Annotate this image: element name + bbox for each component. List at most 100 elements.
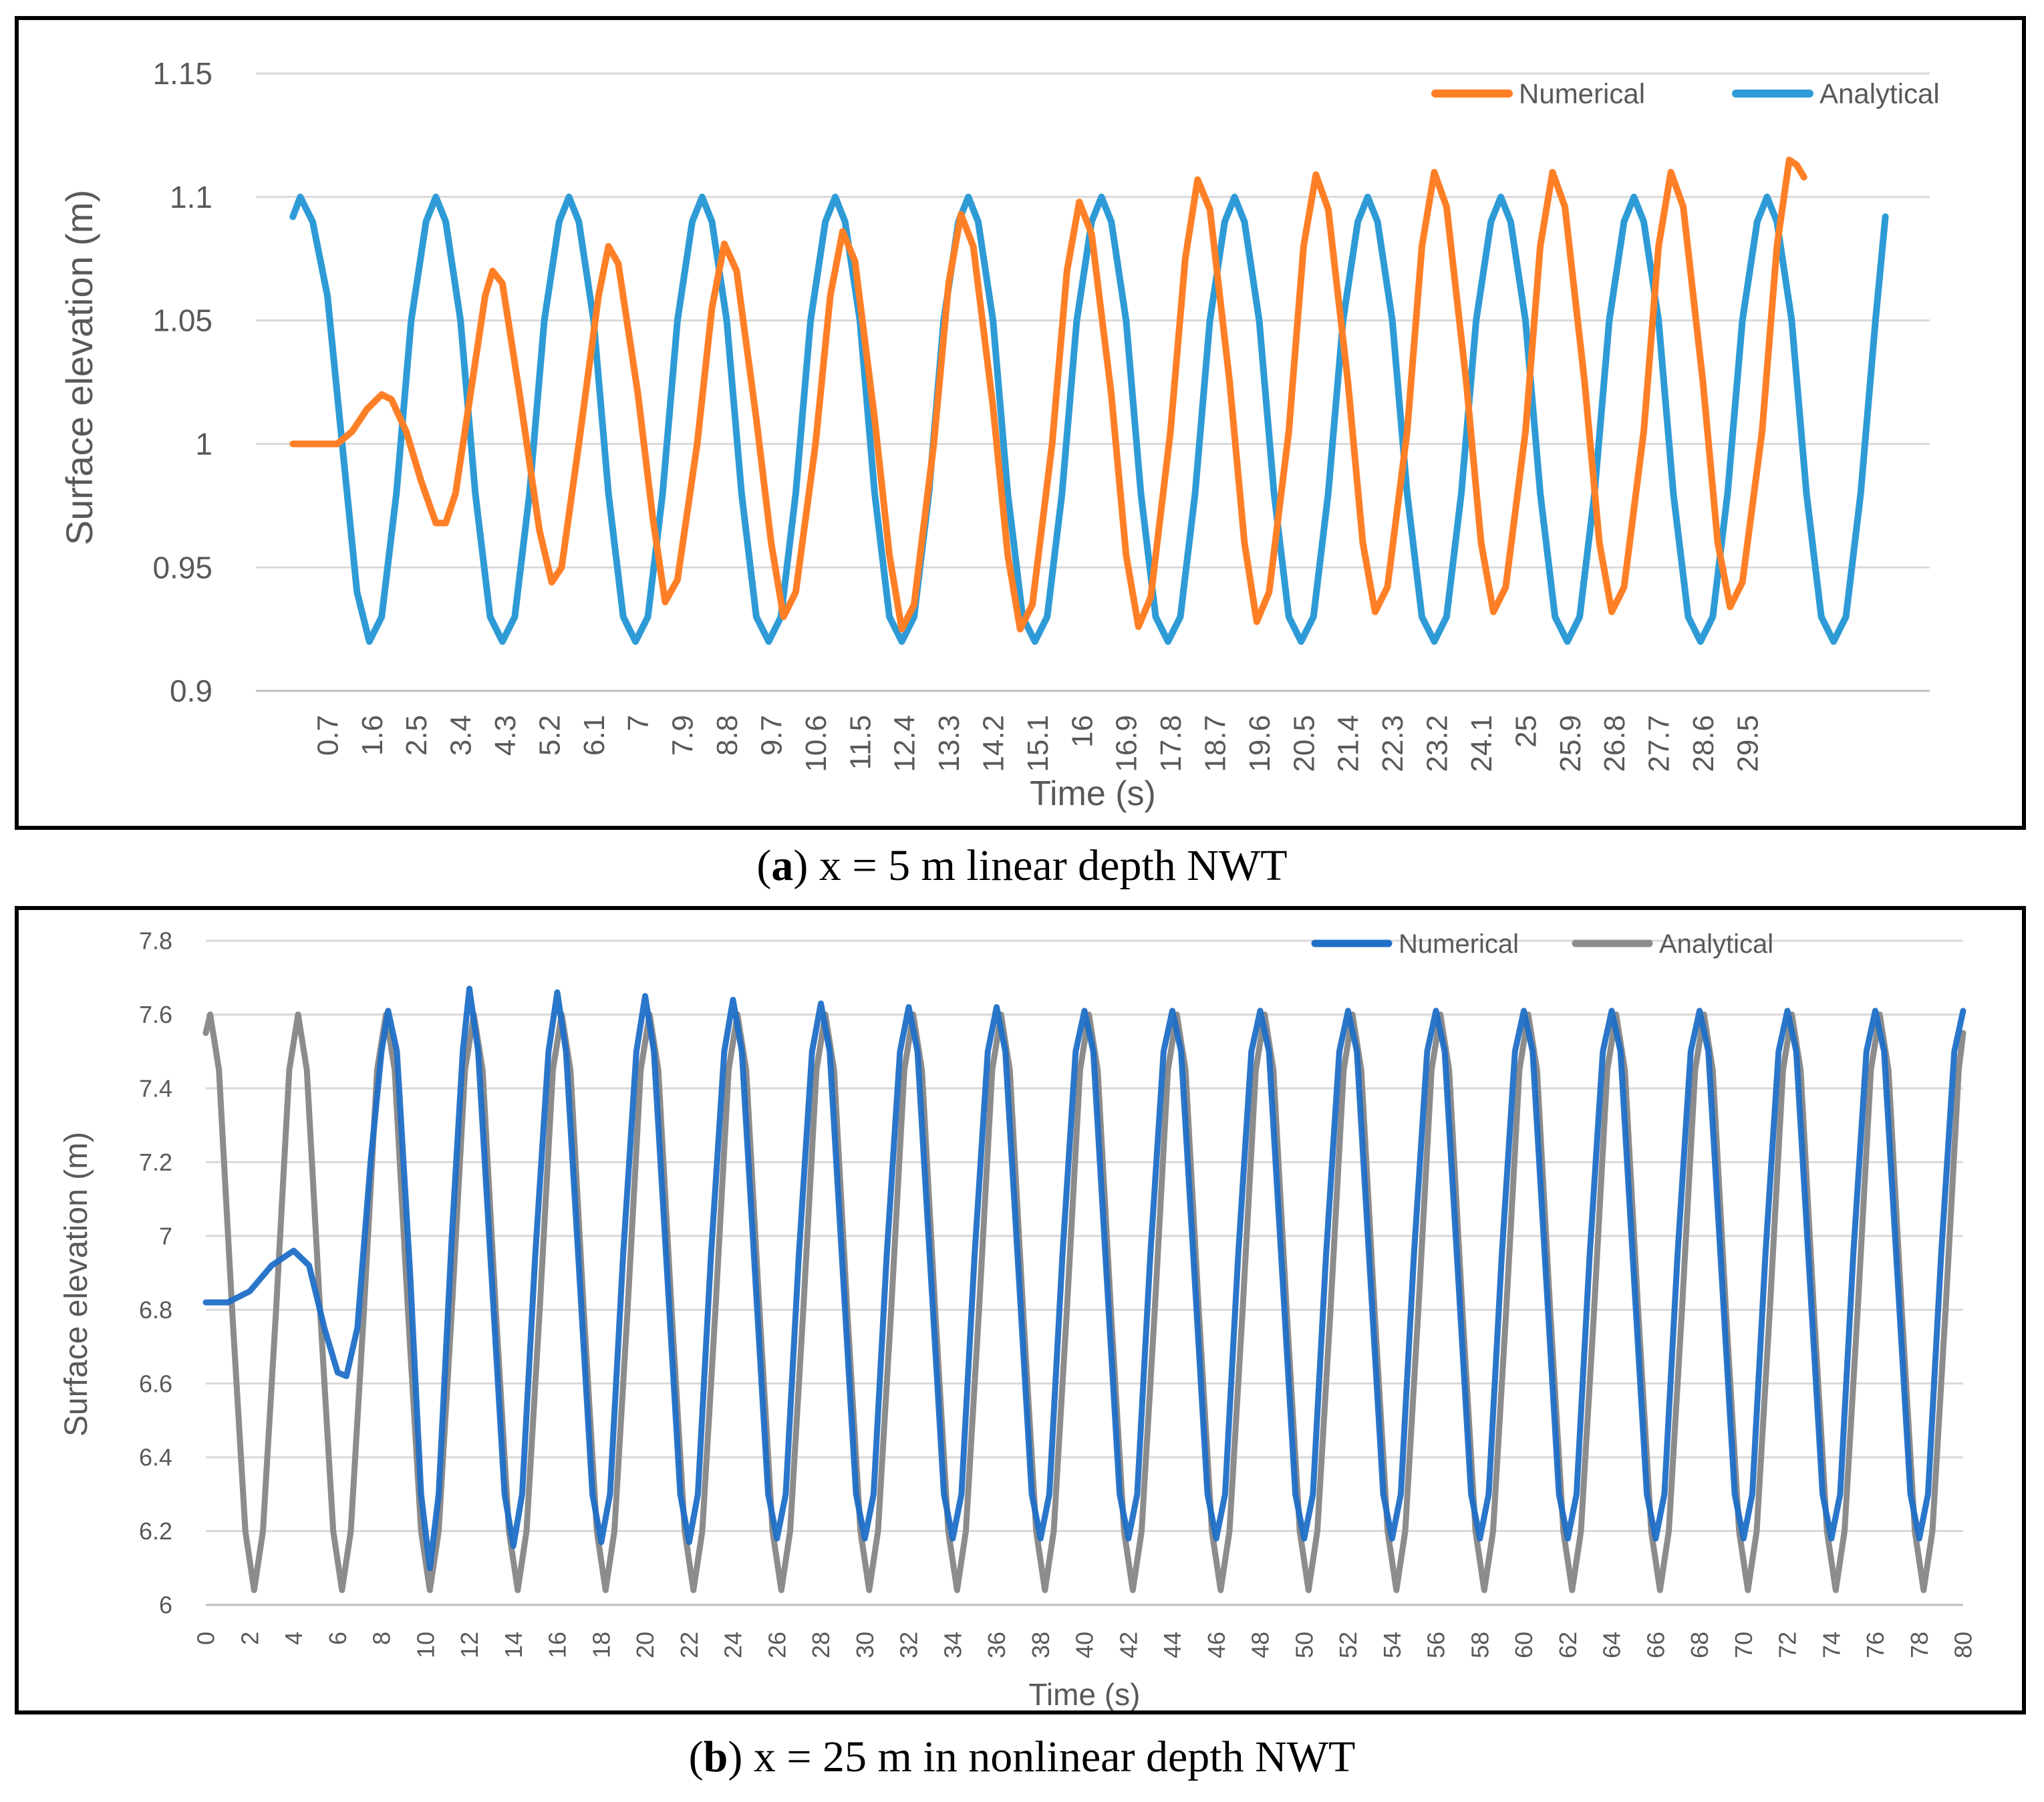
- x-tick-label: 16: [544, 1632, 571, 1658]
- x-tick-label: 14: [500, 1632, 527, 1658]
- x-tick-label: 7: [622, 715, 655, 731]
- caption-a-label: a: [771, 841, 794, 890]
- x-tick-label: 27.7: [1643, 715, 1676, 772]
- x-tick-label: 10.6: [800, 715, 833, 772]
- x-tick-label: 28: [807, 1632, 835, 1658]
- x-tick-label: 66: [1642, 1632, 1669, 1658]
- x-tick-label: 46: [1203, 1632, 1230, 1658]
- caption-b-label: b: [703, 1733, 728, 1781]
- x-tick-label: 34: [939, 1632, 966, 1658]
- chart-panel-b: 6 6.2 6.4 6.6 6.8 7 7.2 7.4 7.6 7.8 0 2 4 6 8 10 12 14 16 1…: [15, 906, 2026, 1714]
- x-axis-title: Time (s): [1029, 1677, 1141, 1710]
- x-tick-label: 14.2: [977, 715, 1010, 772]
- caption-b-text: x = 25 m in nonlinear depth NWT: [742, 1733, 1356, 1781]
- caption-a-text: x = 5 m linear depth NWT: [808, 841, 1288, 890]
- x-tick-label: 76: [1862, 1632, 1889, 1658]
- x-tick-label: 42: [1115, 1632, 1142, 1658]
- x-tick-label: 2: [236, 1632, 263, 1645]
- x-tick-label: 30: [851, 1632, 879, 1658]
- series-line-analytical: [202, 1011, 1966, 1594]
- x-tick-label: 6.1: [578, 715, 611, 756]
- caption-b: (b) x = 25 m in nonlinear depth NWT: [688, 1733, 1356, 1781]
- x-tick-label: 64: [1598, 1632, 1626, 1658]
- x-tick-label: 13.3: [933, 715, 966, 772]
- x-tick-label: 12: [456, 1632, 483, 1658]
- x-tick-label: 26.8: [1598, 715, 1631, 772]
- x-tick-label: 7.9: [667, 715, 700, 756]
- y-tick-label: 6.4: [139, 1444, 172, 1471]
- x-tick-label: 56: [1423, 1632, 1450, 1658]
- y-tick-label: 7.6: [139, 1001, 172, 1028]
- x-tick-label: 1.6: [356, 715, 389, 756]
- caption-a: (a) x = 5 m linear depth NWT: [756, 841, 1288, 890]
- x-tick-label: 3.4: [445, 715, 478, 756]
- x-tick-label: 5.2: [533, 715, 566, 756]
- x-tick-label: 40: [1071, 1632, 1099, 1658]
- x-tick-label: 70: [1730, 1632, 1757, 1658]
- x-tick-label: 18.7: [1199, 715, 1232, 772]
- y-tick-label: 1.1: [170, 180, 212, 214]
- x-tick-label: 6: [324, 1632, 351, 1645]
- y-tick-label: 0.9: [170, 673, 212, 708]
- chart-b: 66.26.46.66.877.27.47.67.80 2 4 6 8 10 12 14 16 1…: [59, 927, 1977, 1710]
- x-tick-label: 11.5: [844, 715, 877, 770]
- y-tick-label: 6.6: [139, 1370, 172, 1397]
- x-tick-label: 10: [412, 1632, 439, 1658]
- x-tick-label: 4.3: [489, 715, 522, 756]
- x-tick-label: 23.2: [1421, 715, 1454, 772]
- x-tick-label: 8.8: [711, 715, 744, 756]
- chart-a: 0.9 0.95 1 1.05 1.1 1.15 0.7 1.6 2.5 3.4 4.3 5.2 6.1…: [58, 56, 1940, 813]
- x-tick-label: 15.1: [1022, 715, 1054, 772]
- y-tick-label: 0.95: [152, 550, 212, 585]
- x-tick-label: 8: [368, 1632, 396, 1645]
- y-tick-label: 1.05: [152, 303, 212, 338]
- x-tick-label: 68: [1686, 1632, 1713, 1658]
- series-line-analytical: [289, 193, 1889, 645]
- x-tick-label: 2.5: [400, 715, 433, 756]
- x-tick-label: 19.6: [1244, 715, 1276, 772]
- y-tick-label: 6.2: [139, 1517, 172, 1545]
- x-tick-label: 54: [1378, 1632, 1406, 1658]
- x-tick-label: 20: [631, 1632, 659, 1658]
- x-tick-label: 36: [983, 1632, 1010, 1658]
- x-tick-label: 0: [192, 1632, 220, 1645]
- x-tick-label: 24: [720, 1632, 747, 1658]
- y-tick-label: 1: [195, 427, 212, 462]
- x-tick-label: 74: [1817, 1632, 1845, 1658]
- x-tick-label: 9.7: [755, 715, 788, 756]
- x-tick-label: 17.8: [1155, 715, 1187, 772]
- x-tick-label: 25: [1509, 715, 1542, 748]
- x-tick-label: 52: [1334, 1632, 1362, 1658]
- y-tick-label: 7.2: [139, 1149, 172, 1176]
- x-tick-label: 58: [1466, 1632, 1493, 1658]
- x-tick-label: 38: [1027, 1632, 1054, 1658]
- x-axis-title: Time (s): [1030, 774, 1156, 813]
- x-tick-label: 12.4: [889, 715, 921, 772]
- x-tick-label: 16: [1066, 715, 1099, 748]
- x-tick-label: 18: [587, 1632, 615, 1658]
- legend-label-analytical: Analytical: [1659, 929, 1773, 959]
- y-axis-title: Surface elevation (m): [58, 190, 100, 545]
- x-tick-label: 16.9: [1111, 715, 1143, 772]
- x-tick-label: 21.4: [1332, 715, 1365, 772]
- y-tick-label: 6.8: [139, 1296, 172, 1324]
- y-tick-label: 7: [159, 1222, 172, 1249]
- x-tick-label: 29.5: [1731, 715, 1764, 772]
- x-tick-label: 44: [1159, 1632, 1186, 1658]
- x-tick-label: 60: [1510, 1632, 1538, 1658]
- legend-label-numerical: Numerical: [1519, 78, 1645, 110]
- x-tick-label: 20.5: [1288, 715, 1320, 772]
- legend-label-numerical: Numerical: [1399, 929, 1519, 959]
- y-tick-label: 7.8: [139, 927, 172, 955]
- series-line-numerical: [202, 986, 1966, 1571]
- legend-label-analytical: Analytical: [1819, 78, 1940, 110]
- chart-panel-a: 0.9 0.95 1 1.05 1.1 1.15 0.7 1.6 2.5 3.4 4.3 5.2 6.1…: [15, 16, 2026, 830]
- x-tick-label: 28.6: [1687, 715, 1720, 772]
- x-tick-label: 26: [763, 1632, 790, 1658]
- series-line-numerical: [289, 156, 1807, 633]
- x-tick-label: 22: [676, 1632, 703, 1658]
- y-tick-label: 1.15: [152, 56, 212, 91]
- x-tick-label: 25.9: [1554, 715, 1587, 772]
- x-tick-label: 0.7: [311, 715, 344, 756]
- x-tick-label: 78: [1906, 1632, 1933, 1658]
